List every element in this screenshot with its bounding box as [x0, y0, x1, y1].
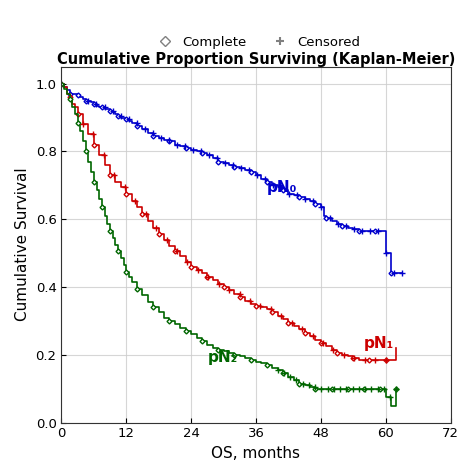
Legend: Complete, Censored: Complete, Censored [147, 30, 365, 54]
X-axis label: OS, months: OS, months [211, 446, 301, 461]
Y-axis label: Cumulative Survival: Cumulative Survival [15, 168, 30, 321]
Text: pN₂: pN₂ [207, 349, 237, 365]
Text: pN₁: pN₁ [364, 336, 394, 351]
Text: pN₀: pN₀ [267, 180, 297, 195]
Title: Cumulative Proportion Surviving (Kaplan-Meier): Cumulative Proportion Surviving (Kaplan-… [57, 52, 455, 67]
